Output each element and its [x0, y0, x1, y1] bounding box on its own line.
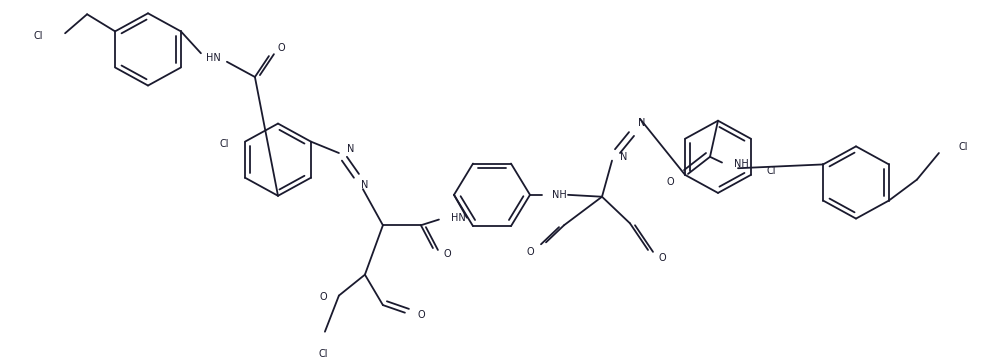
Text: N: N — [347, 144, 354, 154]
Text: HN: HN — [206, 53, 220, 63]
Text: Cl: Cl — [767, 166, 776, 176]
Text: Cl: Cl — [959, 142, 968, 152]
Text: O: O — [443, 249, 451, 259]
Text: Cl: Cl — [219, 139, 229, 149]
Text: O: O — [417, 310, 425, 320]
Text: O: O — [666, 176, 674, 186]
Text: N: N — [638, 117, 646, 127]
Text: NH: NH — [734, 160, 749, 170]
Text: O: O — [319, 292, 327, 302]
Text: O: O — [277, 44, 284, 54]
Text: N: N — [361, 180, 368, 190]
Text: Cl: Cl — [318, 349, 328, 357]
Text: NH: NH — [552, 190, 567, 200]
Text: O: O — [658, 252, 666, 262]
Text: O: O — [526, 247, 533, 257]
Text: Cl: Cl — [33, 31, 43, 41]
Text: HN: HN — [451, 213, 465, 223]
Text: N: N — [620, 152, 628, 162]
